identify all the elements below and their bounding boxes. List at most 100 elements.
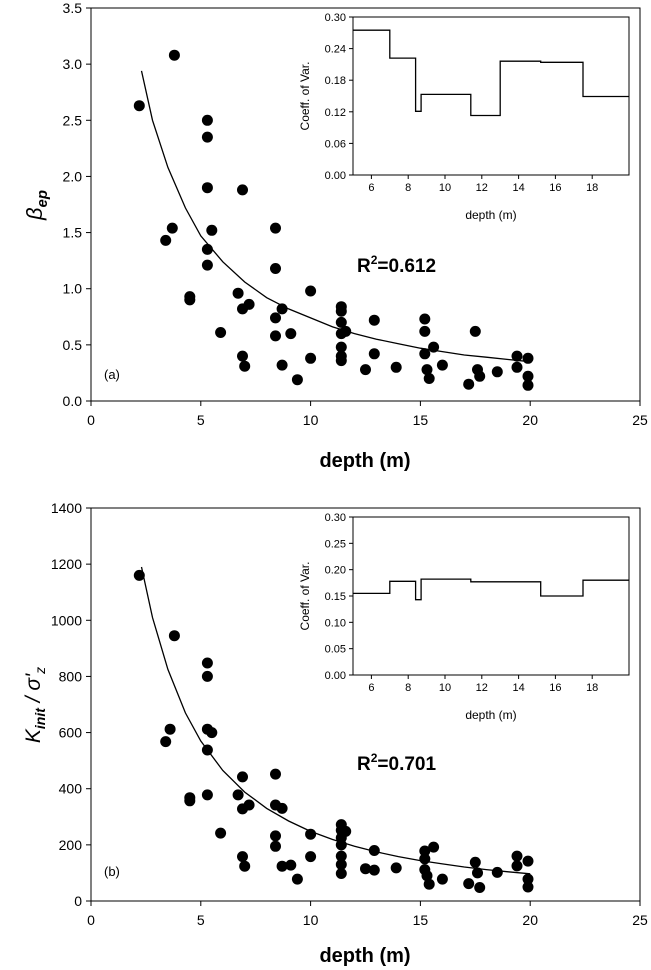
fit-curve [140,70,531,363]
data-point [201,114,213,126]
chart-panel-a: 0 5 10 15 20 25 0.00.51.01.52.02.53.03.5 (a) … [22,0,648,472]
data-point [436,873,448,885]
x-ticks: 0 5 10 15 20 25 [87,901,648,928]
inset-x-tick-label: 18 [586,182,598,194]
data-point [276,303,288,315]
data-point [419,325,431,337]
fit-curve-layer [140,70,531,363]
data-point [237,350,248,362]
data-point [168,630,180,642]
data-point [335,316,347,328]
data-point [270,312,281,324]
data-point [491,366,503,378]
data-point [201,243,213,255]
data-point [305,285,317,297]
inset-x-tick-label: 16 [549,182,561,194]
inset-y-tick-label: 0.25 [325,538,346,550]
inset-y-tick-label: 0.10 [325,617,346,629]
data-point [270,840,281,852]
y-tick-label: 1.5 [63,225,83,241]
inset-step-line [353,29,629,117]
data-point [201,744,213,756]
data-point [305,828,317,840]
y-tick-label: 200 [59,837,83,853]
data-point [206,224,218,236]
y-ticks: 0 200 400 600 800 1000 1200 1400 [51,500,91,909]
x-tick-label: 10 [303,912,319,928]
inset-x-tick-label: 6 [368,682,374,694]
data-point [239,860,251,872]
data-point [419,845,431,857]
inset-y-tick-label: 0.20 [325,565,346,577]
y-tick-label: 3.5 [63,0,83,16]
data-points-layer [133,569,534,893]
x-tick-label: 15 [413,912,429,928]
data-point [276,802,288,814]
inset-x-tick-label: 16 [549,682,561,694]
chart-panel-b: 0 5 10 15 20 25 0 200 400 600 800 1000 1200 1400 (b)… [22,500,648,967]
inset-chart: 6 8 10 12 14 16 18 0.00 0.05 0.10 0.15 0.20 0.25 0.3… [298,512,630,722]
data-point [285,328,297,340]
y-tick-label: 600 [59,725,83,741]
data-point [340,825,352,837]
inset-step-line [353,578,629,601]
y-axis-label: Kinit / σ'z [22,667,48,743]
data-point [270,222,281,234]
inset-y-tick-label: 0.05 [325,644,346,656]
data-point [368,845,380,856]
data-point [291,374,303,386]
inset-y-tick-label: 0.06 [325,138,346,150]
inset-x-tick-label: 10 [439,182,451,194]
y-axis-label: βep [22,190,51,221]
inset-y-tick-label: 0.00 [325,170,346,182]
inset-x-tick-label: 8 [405,682,411,694]
inset-y-ticks: 0.00 0.06 0.12 0.18 0.24 0.30 [325,12,353,182]
y-tick-label: 3.0 [63,56,83,72]
fit-curve [140,566,531,875]
data-point [239,360,251,372]
x-axis-label: depth (m) [319,450,410,472]
data-point [511,860,523,872]
coeff-of-var-step-line [353,578,629,601]
data-point [270,330,281,342]
data-point [390,862,402,874]
data-point [522,855,534,867]
y-tick-label: 1400 [51,500,82,516]
y-tick-label: 0.5 [63,337,83,353]
data-point [243,799,255,811]
r-squared-annotation: R2=0.701 [357,751,436,775]
data-point [511,350,523,362]
data-point [206,727,218,739]
data-point [511,361,523,373]
data-point [184,795,196,807]
data-point [522,881,534,893]
data-point [232,789,244,801]
data-point [522,370,534,382]
x-tick-label: 25 [632,912,648,928]
data-point [201,657,213,669]
y-tick-label: 0.0 [63,393,83,409]
data-point [335,850,347,862]
inset-y-ticks: 0.00 0.05 0.10 0.15 0.20 0.25 0.30 [325,512,353,682]
x-tick-label: 25 [632,412,648,428]
data-point [335,305,347,317]
data-point [285,859,297,871]
data-point [305,352,317,364]
data-point [291,873,303,885]
data-point [201,789,213,801]
x-tick-label: 15 [413,412,429,428]
data-point [421,870,433,882]
y-tick-label: 1.0 [63,281,83,297]
plot-frame [90,7,641,402]
inset-x-tick-label: 14 [512,182,524,194]
x-tick-label: 10 [303,412,319,428]
data-point [168,49,180,61]
y-tick-label: 2.0 [63,168,83,184]
data-point [469,325,481,337]
data-point [335,355,347,367]
inset-y-tick-label: 0.18 [325,75,346,87]
data-point [215,327,227,338]
inset-plot-frame [352,516,630,676]
data-point [469,856,481,868]
data-point [237,851,248,863]
